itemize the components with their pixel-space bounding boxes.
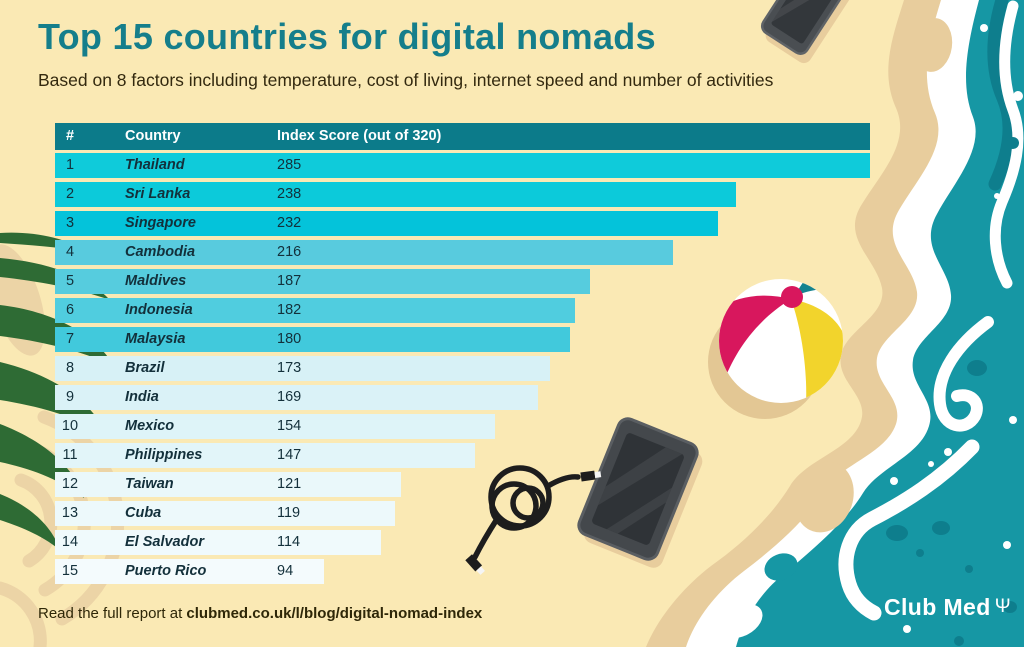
rank-cell: 7 xyxy=(65,331,75,347)
header-country: Country xyxy=(125,128,181,144)
country-cell: Maldives xyxy=(125,273,187,289)
table-row: 8 Brazil 173 xyxy=(55,356,550,381)
footer-note: Read the full report at clubmed.co.uk/l/… xyxy=(38,605,482,622)
rank-cell: 6 xyxy=(65,302,75,318)
table-row: 6 Indonesia 182 xyxy=(55,298,576,323)
score-cell: 114 xyxy=(277,534,301,550)
rank-cell: 8 xyxy=(65,360,75,376)
page-title: Top 15 countries for digital nomads xyxy=(38,16,656,57)
brand-name: Club Med xyxy=(884,594,991,620)
country-cell: India xyxy=(125,389,159,405)
table-row: 9 India 169 xyxy=(55,385,539,410)
score-cell: 180 xyxy=(277,331,302,347)
page-subtitle: Based on 8 factors including temperature… xyxy=(38,70,774,90)
score-cell: 173 xyxy=(277,360,302,376)
report-url: clubmed.co.uk/l/blog/digital-nomad-index xyxy=(186,605,483,622)
score-cell: 154 xyxy=(277,418,302,434)
rank-cell: 9 xyxy=(65,389,75,405)
ranking-table: # Country Index Score (out of 320) 1 Tha… xyxy=(55,123,870,588)
header-rank: # xyxy=(65,128,75,144)
table-row: 4 Cambodia 216 xyxy=(55,240,673,265)
smartphone-icon xyxy=(760,0,854,64)
table-body: 1 Thailand 285 2 Sri Lanka 238 3 Singapo… xyxy=(55,153,870,584)
country-cell: Philippines xyxy=(125,447,203,463)
score-cell: 182 xyxy=(277,302,302,318)
country-cell: Thailand xyxy=(125,157,185,173)
rank-cell: 5 xyxy=(65,273,75,289)
country-cell: Malaysia xyxy=(125,331,186,347)
table-row: 10 Mexico 154 xyxy=(55,414,496,439)
table-row: 2 Sri Lanka 238 xyxy=(55,182,736,207)
score-cell: 169 xyxy=(277,389,302,405)
tablet-icon xyxy=(577,417,703,568)
footer-prefix: Read the full report at xyxy=(38,605,187,622)
country-cell: Taiwan xyxy=(125,476,174,492)
table-row: 1 Thailand 285 xyxy=(55,153,870,178)
table-row: 11 Philippines 147 xyxy=(55,443,476,468)
score-cell: 238 xyxy=(277,186,302,202)
usb-cable-icon xyxy=(465,465,602,575)
ocean xyxy=(719,0,1024,647)
table-row: 13 Cuba 119 xyxy=(55,501,396,526)
country-cell: Cambodia xyxy=(125,244,196,260)
country-cell: Mexico xyxy=(125,418,175,434)
score-cell: 285 xyxy=(277,157,302,173)
table-row: 5 Maldives 187 xyxy=(55,269,590,294)
score-cell: 147 xyxy=(277,447,302,463)
table-row: 15 Puerto Rico 94 xyxy=(55,559,324,584)
score-cell: 119 xyxy=(277,505,301,521)
clubmed-logo: Club Med Ψ xyxy=(884,594,1011,621)
country-cell: El Salvador xyxy=(125,534,204,550)
rank-cell: 14 xyxy=(61,534,79,550)
score-cell: 232 xyxy=(277,215,302,231)
header-score: Index Score (out of 320) xyxy=(277,128,442,144)
rank-cell: 3 xyxy=(65,215,75,231)
rank-cell: 12 xyxy=(61,476,79,492)
rank-cell: 15 xyxy=(61,563,79,579)
rank-cell: 10 xyxy=(61,418,79,434)
country-cell: Brazil xyxy=(125,360,165,376)
table-row: 7 Malaysia 180 xyxy=(55,327,570,352)
country-cell: Singapore xyxy=(125,215,196,231)
table-row: 3 Singapore 232 xyxy=(55,211,719,236)
score-cell: 94 xyxy=(277,563,294,579)
score-cell: 187 xyxy=(277,273,302,289)
rank-cell: 1 xyxy=(65,157,75,173)
rank-cell: 11 xyxy=(62,447,78,463)
trident-icon: Ψ xyxy=(994,596,1011,617)
country-cell: Indonesia xyxy=(125,302,193,318)
country-cell: Puerto Rico xyxy=(125,563,207,579)
rank-cell: 13 xyxy=(61,505,79,521)
score-cell: 216 xyxy=(277,244,302,260)
table-row: 12 Taiwan 121 xyxy=(55,472,402,497)
table-header-row: # Country Index Score (out of 320) xyxy=(55,123,870,150)
score-cell: 121 xyxy=(277,476,302,492)
rank-cell: 4 xyxy=(65,244,75,260)
rank-cell: 2 xyxy=(65,186,75,202)
country-cell: Cuba xyxy=(125,505,162,521)
table-row: 14 El Salvador 114 xyxy=(55,530,381,555)
country-cell: Sri Lanka xyxy=(125,186,191,202)
